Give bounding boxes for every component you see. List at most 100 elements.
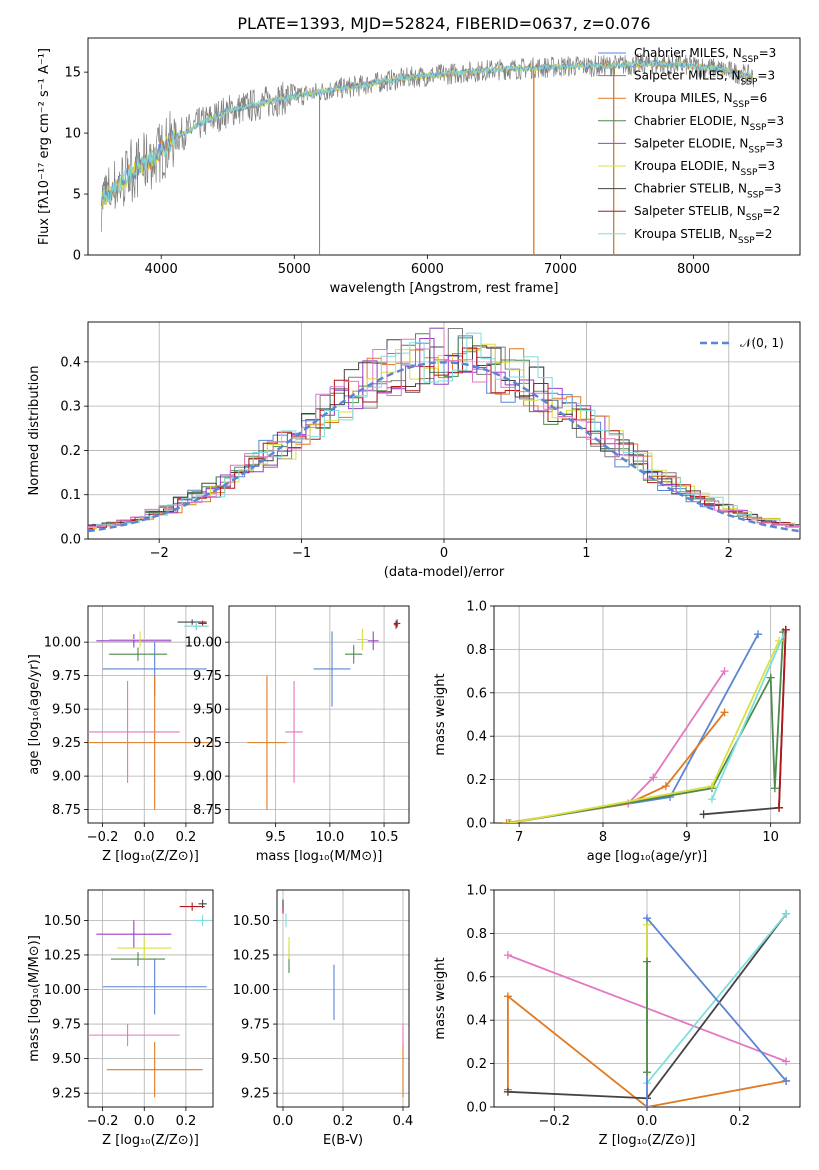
weight-marker xyxy=(707,795,716,804)
gaussian-curve xyxy=(88,361,800,533)
y-tick-label: 0.8 xyxy=(466,927,487,942)
weight-marker xyxy=(503,951,512,960)
y-axis-label: mass weight xyxy=(433,957,448,1039)
errorbar-point xyxy=(247,675,287,810)
y-tick-label: 9.00 xyxy=(193,770,222,785)
legend-entry: Kroupa MILES, NSSP=6 xyxy=(634,91,767,110)
x-tick-label: 1 xyxy=(582,546,590,561)
legend-entry: Kroupa ELODIE, NSSP=3 xyxy=(634,159,775,178)
legend-subscript: SSP xyxy=(741,168,758,178)
weight-marker xyxy=(699,810,708,819)
x-tick-label: 9 xyxy=(683,830,691,845)
errorbar-point xyxy=(194,914,211,926)
weight-line xyxy=(507,994,787,1107)
errorbar-point xyxy=(88,1024,180,1047)
x-tick-label: 7000 xyxy=(544,262,577,277)
x-axis-label: Z [log₁₀(Z/Z⊙)] xyxy=(599,1133,696,1148)
x-axis-label: Z [log₁₀(Z/Z⊙)] xyxy=(102,1133,199,1148)
errorbar-point xyxy=(179,902,205,911)
x-tick-label: 0 xyxy=(440,546,448,561)
errorbar-point xyxy=(285,681,303,783)
weight-marker xyxy=(643,920,651,929)
gaussian-legend-label: 𝒩(0, 1) xyxy=(740,336,784,350)
y-tick-label: 1.0 xyxy=(466,884,487,899)
y-tick-label: 9.00 xyxy=(52,770,81,785)
y-tick-label: 9.50 xyxy=(52,703,81,718)
x-tick-label: −0.2 xyxy=(87,1114,119,1129)
errorbar-point xyxy=(393,619,401,628)
y-tick-label: 9.25 xyxy=(193,736,222,751)
weight-line xyxy=(778,629,787,808)
x-tick-label: 0.0 xyxy=(637,1114,658,1129)
y-tick-label: 10.00 xyxy=(44,983,81,998)
errorbar-point xyxy=(96,920,172,949)
y-tick-label: 8.75 xyxy=(193,803,222,818)
weight-marker xyxy=(782,1076,791,1085)
errorbars xyxy=(282,899,404,1098)
errorbar-point xyxy=(183,622,209,631)
errorbars xyxy=(88,619,213,810)
y-tick-label: 8.75 xyxy=(52,803,81,818)
histogram-step xyxy=(88,347,800,530)
x-tick-label: 10.0 xyxy=(315,830,344,845)
y-tick-label: 10.00 xyxy=(233,983,270,998)
x-tick-label: 8000 xyxy=(677,262,710,277)
y-tick-label: 0.4 xyxy=(60,355,81,370)
weight-line xyxy=(646,915,787,1107)
errorbar-point xyxy=(108,631,172,648)
errorbar-point xyxy=(356,628,368,651)
histograms xyxy=(88,327,800,533)
weight-marker xyxy=(643,1068,651,1077)
legend-subscript: SSP xyxy=(738,236,755,246)
legend-subscript: SSP xyxy=(733,100,750,110)
plot-frame xyxy=(228,605,410,824)
y-tick-label: 10.00 xyxy=(185,636,222,651)
y-tick-label: 0.6 xyxy=(466,686,487,701)
weight-marker xyxy=(502,819,511,823)
y-tick-label: 10.50 xyxy=(44,914,81,929)
y-tick-label: 10.25 xyxy=(233,948,270,963)
legend-entry: Chabrier ELODIE, NSSP=3 xyxy=(634,114,784,133)
y-tick-label: 0.2 xyxy=(466,1057,487,1072)
y-tick-label: 10.50 xyxy=(233,914,270,929)
legend-subscript: SSP xyxy=(746,213,763,223)
legend-entry: Salpeter ELODIE, NSSP=3 xyxy=(634,136,783,155)
plot-frame xyxy=(87,889,214,1108)
x-tick-label: 0.2 xyxy=(176,1114,197,1129)
x-tick-label: 0.0 xyxy=(134,830,155,845)
x-tick-label: 9.5 xyxy=(265,830,286,845)
y-axis-label: age [log₁₀(age/yr)] xyxy=(27,654,42,775)
weight-marker xyxy=(643,1103,651,1107)
y-tick-label: 9.75 xyxy=(52,1018,81,1033)
errorbar-point xyxy=(117,936,172,960)
y-axis-label: mass weight xyxy=(433,673,448,755)
y-tick-label: 0 xyxy=(73,249,81,264)
errorbar-point xyxy=(313,631,351,707)
histogram-step xyxy=(88,332,800,528)
errorbars xyxy=(88,899,211,1098)
plot-frame xyxy=(87,605,214,824)
y-tick-label: 9.25 xyxy=(241,1087,270,1102)
y-tick-label: 9.50 xyxy=(193,703,222,718)
histogram-step xyxy=(88,327,800,529)
spectrum-lines xyxy=(100,53,754,255)
weight-marker xyxy=(754,630,763,639)
y-tick-label: 0.3 xyxy=(60,400,81,415)
weight-marker xyxy=(782,909,791,918)
weight-line xyxy=(508,633,759,823)
model-spectrum xyxy=(100,59,754,207)
x-tick-label: 6000 xyxy=(411,262,444,277)
histogram-step xyxy=(88,343,800,530)
errorbar-point xyxy=(367,631,379,651)
weight-marker xyxy=(649,773,658,782)
x-axis-label: (data-model)/error xyxy=(384,565,505,580)
model-spectrum xyxy=(100,59,754,205)
weight-marker xyxy=(707,782,716,791)
errorbar-point xyxy=(198,620,207,627)
x-tick-label: 4000 xyxy=(145,262,178,277)
x-axis-label: Z [log₁₀(Z/Z⊙)] xyxy=(102,849,199,864)
plot-frame xyxy=(87,37,801,256)
y-tick-label: 15 xyxy=(64,66,81,81)
